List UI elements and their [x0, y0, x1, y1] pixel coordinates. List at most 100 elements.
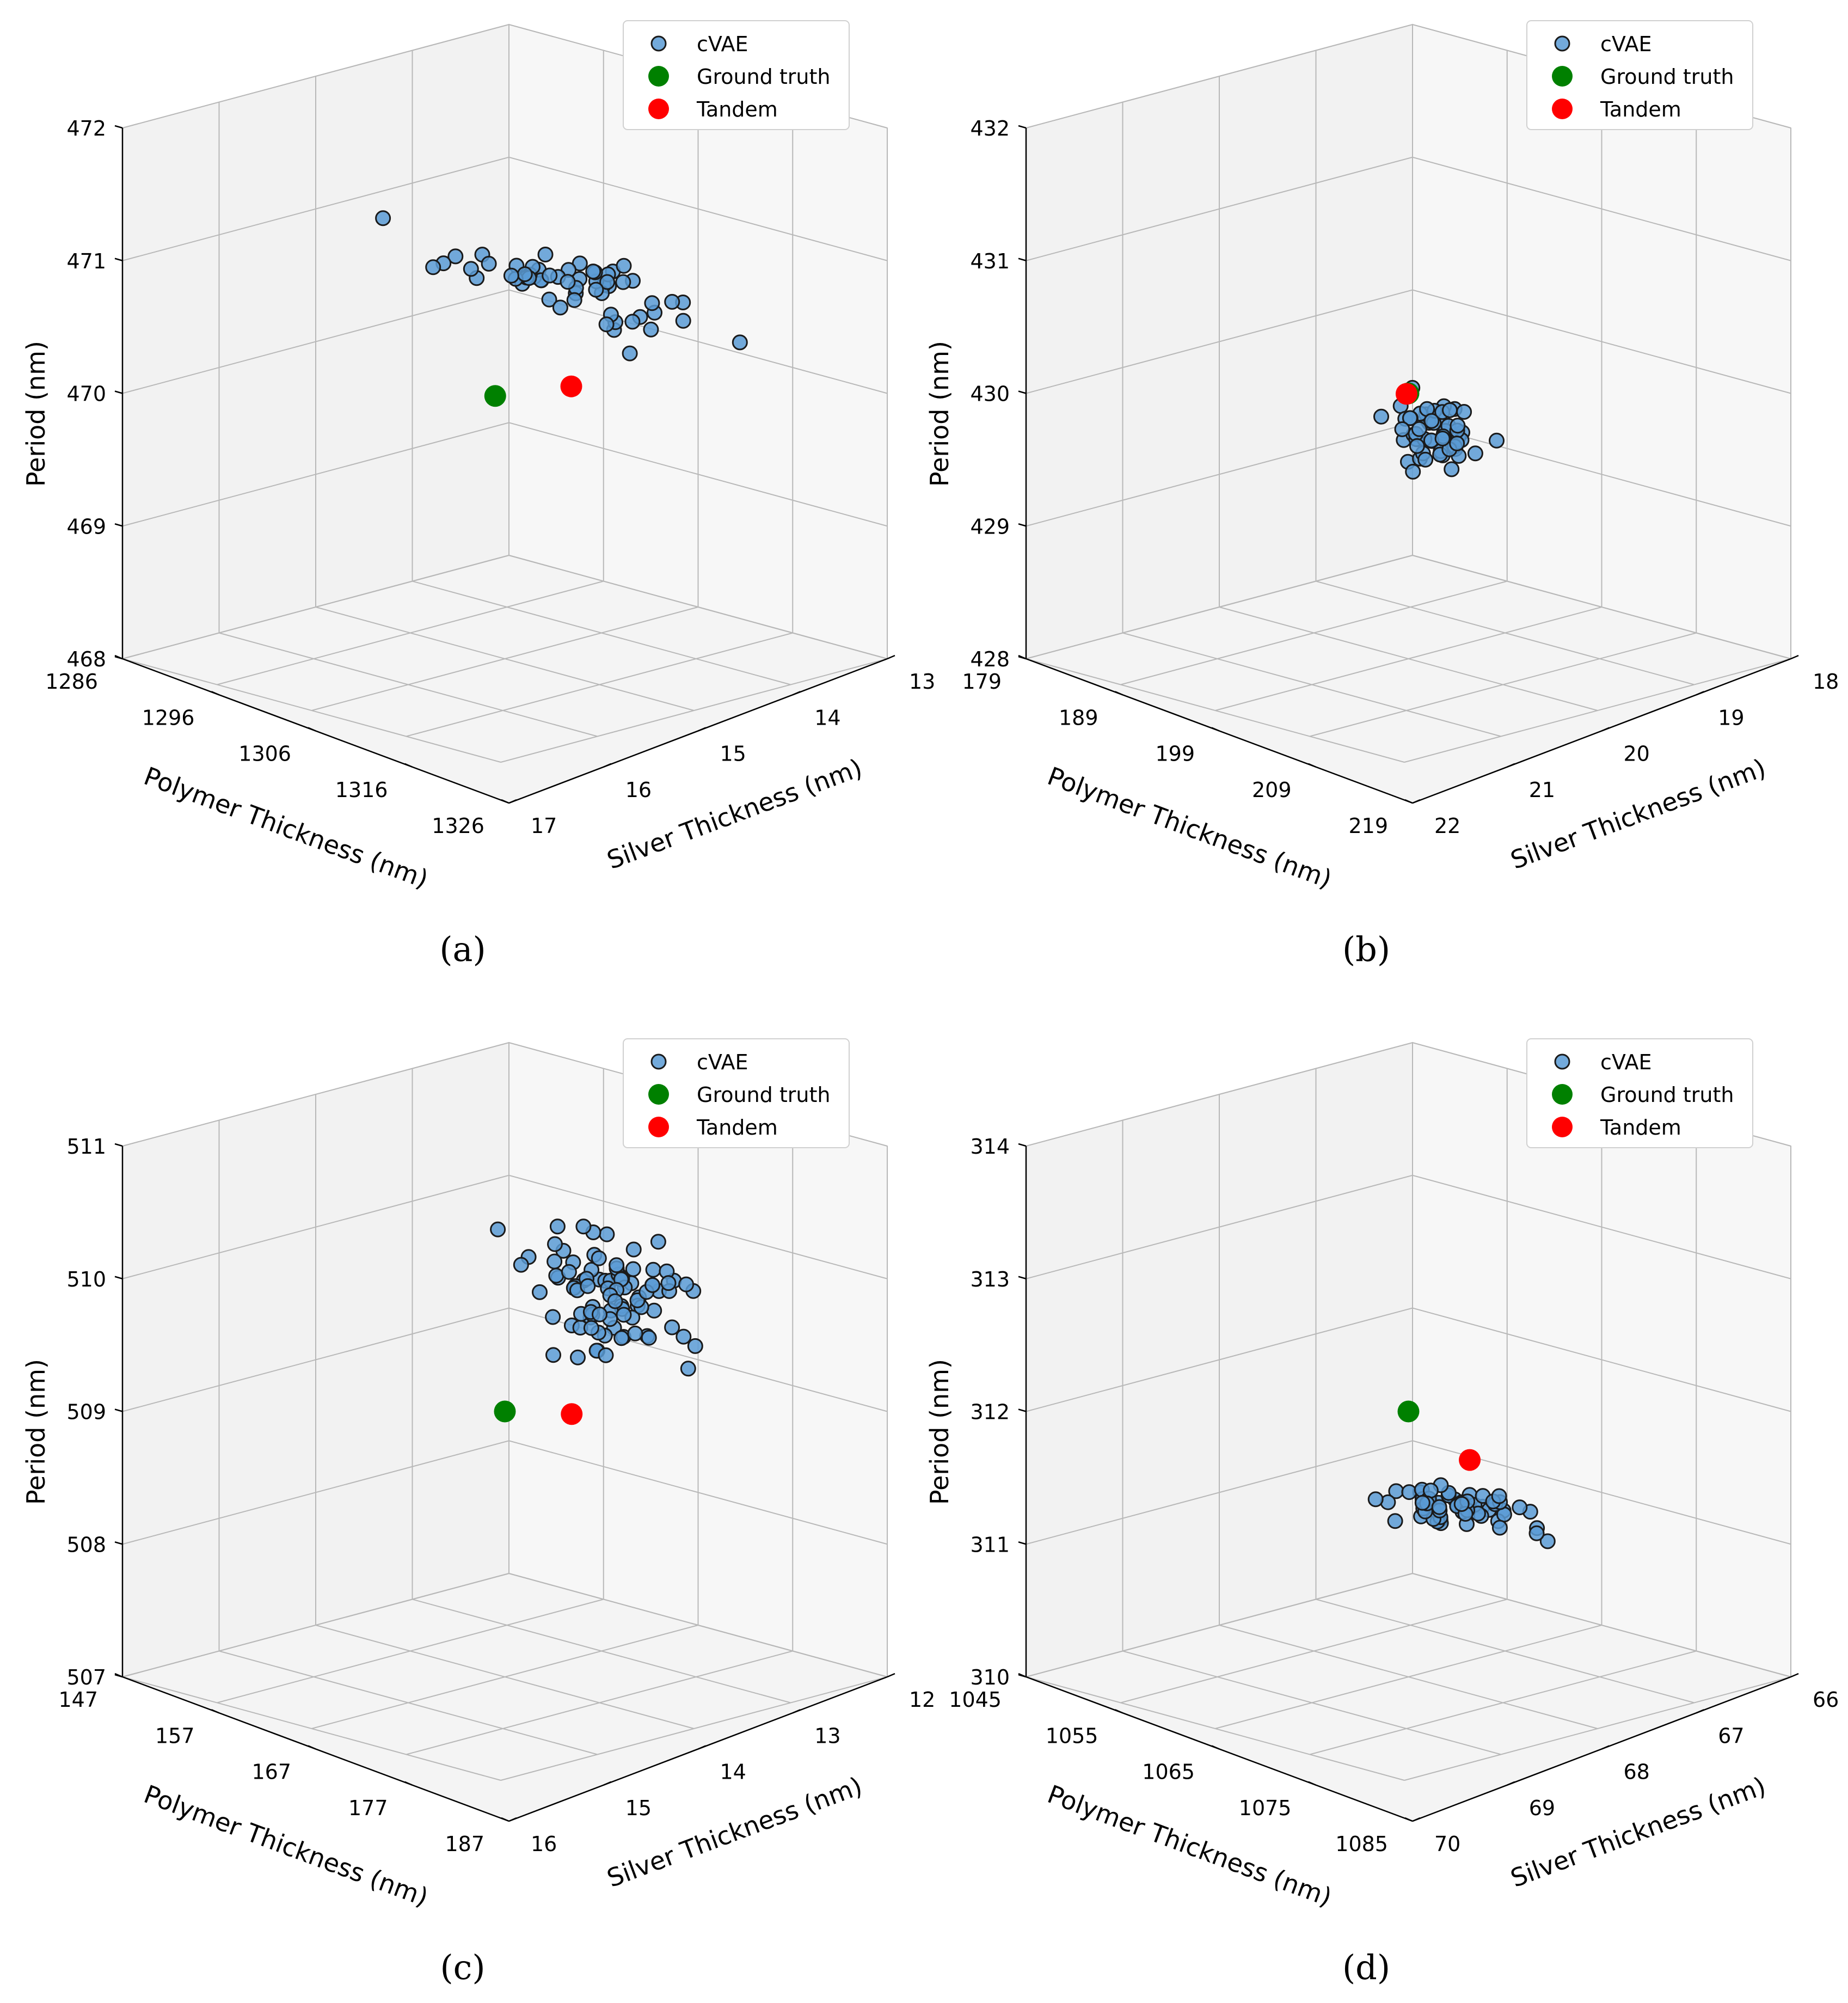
cvae-point [1402, 410, 1418, 426]
y-tick-label: 22 [1434, 814, 1460, 838]
ground-truth-point [494, 1400, 516, 1423]
y-tick-label: 14 [720, 1760, 746, 1784]
cvae-point [547, 1236, 563, 1252]
cvae-point [1401, 1484, 1417, 1500]
z-tick-label: 471 [66, 249, 106, 273]
panel-caption: (d) [1342, 1947, 1390, 1987]
cvae-point [1414, 1494, 1430, 1511]
legend: cVAE Ground truth Tandem [623, 20, 850, 130]
x-tick [1308, 1781, 1316, 1786]
cvae-point [664, 1319, 680, 1336]
cvae-point [1417, 451, 1434, 468]
legend-box [1526, 1038, 1753, 1148]
cvae-point [513, 1257, 529, 1273]
x-tick-label: 1045 [949, 1688, 1002, 1712]
z-gridline [1026, 1440, 1791, 1545]
y-tick-label: 12 [909, 1688, 935, 1712]
y-tick [1790, 1673, 1799, 1678]
y-gridline [406, 1650, 793, 1755]
y-tick [1601, 1745, 1610, 1750]
z-gridline [1026, 1174, 1791, 1279]
y-gridline [1404, 1676, 1791, 1781]
z-tick-label: 507 [66, 1665, 106, 1689]
x-tick [501, 1817, 509, 1822]
x-tick-label: 1075 [1239, 1796, 1292, 1820]
y-tick [508, 1817, 517, 1822]
cvae-point [1456, 404, 1472, 420]
cvae-point [542, 267, 558, 284]
cvae-point [1512, 1499, 1528, 1516]
cvae-point [566, 292, 582, 308]
cvae-point [537, 247, 554, 262]
x-tick-label: 1065 [1142, 1760, 1195, 1784]
cvae-point [580, 1278, 596, 1294]
x-tick-label: 179 [962, 670, 1002, 694]
cvae-point [545, 1309, 561, 1325]
legend-label: Ground truth [1600, 65, 1734, 89]
x-gridline [1122, 632, 1501, 737]
x-tick-label: 147 [58, 1688, 98, 1712]
y-tick-label: 18 [1813, 670, 1839, 694]
ground-truth-point [1397, 1400, 1420, 1423]
x-tick-label: 189 [1059, 706, 1098, 730]
y-tick [1696, 691, 1704, 696]
cvae-point [627, 1325, 643, 1342]
cvae-point [591, 1250, 607, 1266]
cvae-point [375, 210, 391, 226]
z-tick-label: 429 [970, 514, 1010, 538]
x-gridline [1026, 1676, 1405, 1781]
z-tick-label: 472 [66, 117, 106, 140]
z-axis-label: Period (nm) [21, 1359, 51, 1505]
cvae-point [598, 1347, 614, 1363]
legend-label: cVAE [697, 32, 748, 56]
z-tick [114, 1408, 123, 1412]
y-axis-label: Silver Thickness (nm) [603, 1771, 866, 1893]
x-tick [1115, 1709, 1123, 1714]
x-tick-label: 1316 [335, 778, 388, 802]
x-tick-label: 167 [251, 1760, 291, 1784]
z-tick-label: 431 [970, 249, 1010, 273]
cvae-point [613, 1330, 630, 1346]
x-tick [1404, 799, 1413, 804]
cvae-point [1444, 461, 1460, 477]
cvae-point [676, 1328, 692, 1345]
x-gridline [1122, 1650, 1501, 1755]
y-gridline [1215, 607, 1602, 711]
x-gridline [122, 1676, 501, 1781]
legend-marker-cvae [1554, 35, 1570, 52]
cvae-point [545, 1347, 561, 1363]
y-tick [1412, 1817, 1421, 1822]
cvae-point [678, 1276, 695, 1293]
z-tick-label: 310 [970, 1665, 1010, 1689]
cvae-point [624, 314, 641, 330]
legend-label: cVAE [1600, 1050, 1651, 1074]
y-gridline [500, 658, 888, 763]
y-tick [792, 691, 801, 696]
y-tick [887, 1673, 895, 1678]
x-tick-label: 177 [348, 1796, 388, 1820]
legend-label: Ground truth [697, 1083, 830, 1107]
cvae-point [570, 1349, 586, 1365]
legend-marker-ground-truth [648, 1084, 669, 1105]
chart-panel-a: 1286 17 468 1296 16 469 1306 15 470 1316 14 471 1326… [21, 20, 935, 969]
cvae-point [1422, 1483, 1439, 1499]
legend-label: Ground truth [697, 65, 830, 89]
cvae-point [664, 293, 680, 310]
y-tick [698, 1745, 706, 1750]
z-axis-label: Period (nm) [925, 1359, 954, 1505]
x-tick-label: 1055 [1046, 1724, 1098, 1748]
z-tick [114, 1674, 123, 1678]
x-gridline [1026, 658, 1405, 763]
y-tick-label: 70 [1434, 1832, 1460, 1856]
cvae-point [463, 261, 479, 277]
cvae-point [583, 1320, 599, 1336]
cvae-point [645, 1261, 661, 1278]
x-tick [1211, 1745, 1220, 1750]
tandem-point [561, 1403, 583, 1425]
cvae-point [552, 299, 568, 316]
cvae-point [1411, 421, 1427, 437]
cvae-point [1491, 1488, 1507, 1504]
cvae-point [548, 1267, 564, 1284]
z-tick-label: 510 [66, 1267, 106, 1291]
